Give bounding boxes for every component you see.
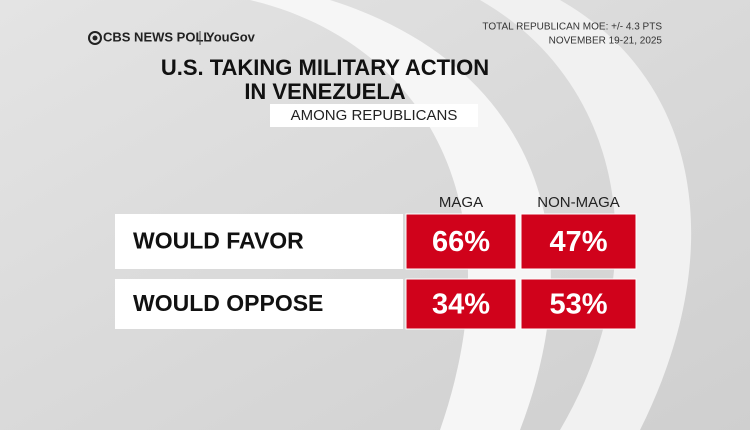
subtitle-box [270,104,478,127]
partner: YouGov [206,29,256,44]
value: 47% [549,226,607,258]
value: 66% [432,226,490,258]
value-cell [405,278,517,330]
value-cell [405,213,517,270]
moe: TOTAL REPUBLICAN MOE: +/- 4.3 PTS [482,22,662,33]
row-label: WOULD OPPOSE [133,290,323,316]
source: CBS NEWS POLL [103,29,211,44]
table: MAGA NON-MAGA WOULD FAVOR 66% 47% WOULD OPPOS… [115,194,637,330]
row-label-box [115,214,403,269]
row-label-box [115,279,403,329]
value-cell [520,213,637,270]
title: IN VENEZUELA [244,79,405,104]
value-cell [520,278,637,330]
column-header: NON-MAGA [537,194,620,211]
logo [88,31,102,45]
row-label: WOULD FAVOR [133,228,304,254]
subtitle: AMONG REPUBLICANS [291,107,458,124]
date: NOVEMBER 19-21, 2025 [549,36,663,47]
title: U.S. TAKING MILITARY ACTION [161,55,489,80]
logo [92,35,98,41]
value: 34% [432,289,490,321]
column-header: MAGA [439,194,483,211]
bg-curve [480,0,692,430]
value: 53% [549,289,607,321]
